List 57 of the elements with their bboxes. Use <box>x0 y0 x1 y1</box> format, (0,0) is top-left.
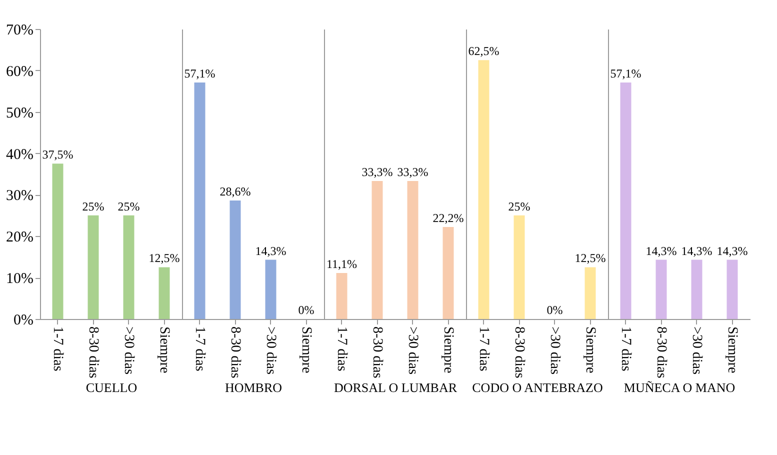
x-tick-label: 1-7 dias <box>476 326 491 372</box>
data-label: 12,5% <box>574 251 606 266</box>
data-label: 57,1% <box>184 66 216 80</box>
y-tick-label: 20% <box>6 230 34 246</box>
data-label: 14,3% <box>255 244 286 258</box>
x-tick-label: >30 dias <box>120 326 136 374</box>
y-tick-label: 60% <box>6 64 34 80</box>
data-label: 0% <box>546 303 563 317</box>
x-tick-label: Siempre <box>156 326 172 374</box>
data-label: 25% <box>82 199 104 214</box>
data-label: 37,5% <box>42 148 74 162</box>
x-tick-label: 8-30 dias <box>653 326 668 378</box>
bar <box>88 215 99 319</box>
y-tick-label: 30% <box>6 188 34 204</box>
x-tick-label: 8-30 dias <box>369 326 384 378</box>
x-axis-title: HOMBRO <box>224 380 282 396</box>
x-tick-label: >30 dias <box>262 326 278 374</box>
x-tick-label: >30 dias <box>688 326 704 374</box>
x-tick-label: >30 dias <box>404 326 420 374</box>
data-label: 14,3% <box>646 244 677 258</box>
y-tick-label: 10% <box>6 271 34 288</box>
y-tick-label: 0% <box>14 312 34 328</box>
x-axis-title: CUELLO <box>86 380 138 396</box>
x-tick-label: 8-30 dias <box>227 326 242 378</box>
x-axis-title: CODO O ANTEBRAZO <box>472 380 603 396</box>
bar <box>123 215 134 319</box>
data-label: 14,3% <box>716 244 748 258</box>
data-label: 12,5% <box>148 251 180 266</box>
data-label: 28,6% <box>220 184 251 199</box>
bar <box>158 267 170 319</box>
x-tick-label: >30 dias <box>546 326 562 374</box>
x-tick-label: 8-30 dias <box>85 326 100 378</box>
x-tick-label: 1-7 dias <box>50 326 65 372</box>
y-tick-label: 50% <box>6 105 34 122</box>
x-tick-label: 1-7 dias <box>618 326 633 372</box>
data-label: 0% <box>298 303 314 317</box>
data-label: 25% <box>118 199 140 214</box>
data-label: 57,1% <box>610 66 642 80</box>
x-tick-label: 1-7 dias <box>192 326 207 372</box>
x-tick-label: Siempre <box>440 326 456 374</box>
data-label: 62,5% <box>468 44 500 58</box>
x-axis-title: MUÑECA O MANO <box>624 380 736 396</box>
data-label: 33,3% <box>397 165 428 180</box>
data-label: 14,3% <box>681 244 712 258</box>
x-tick-label: 8-30 dias <box>511 326 526 378</box>
data-label: 11,1% <box>326 257 358 272</box>
x-tick-label: 1-7 dias <box>334 326 349 372</box>
data-label: 22,2% <box>432 211 464 226</box>
x-tick-label: Siempre <box>582 326 598 374</box>
data-label: 33,3% <box>362 165 393 180</box>
y-tick-label: 70% <box>6 22 34 38</box>
bar <box>52 164 64 319</box>
x-tick-label: Siempre <box>724 326 740 374</box>
x-axis-title: DORSAL O LUMBAR <box>334 380 458 396</box>
y-tick-label: 40% <box>6 146 34 163</box>
x-tick-label: Siempre <box>298 326 314 374</box>
data-label: 25% <box>508 199 530 214</box>
